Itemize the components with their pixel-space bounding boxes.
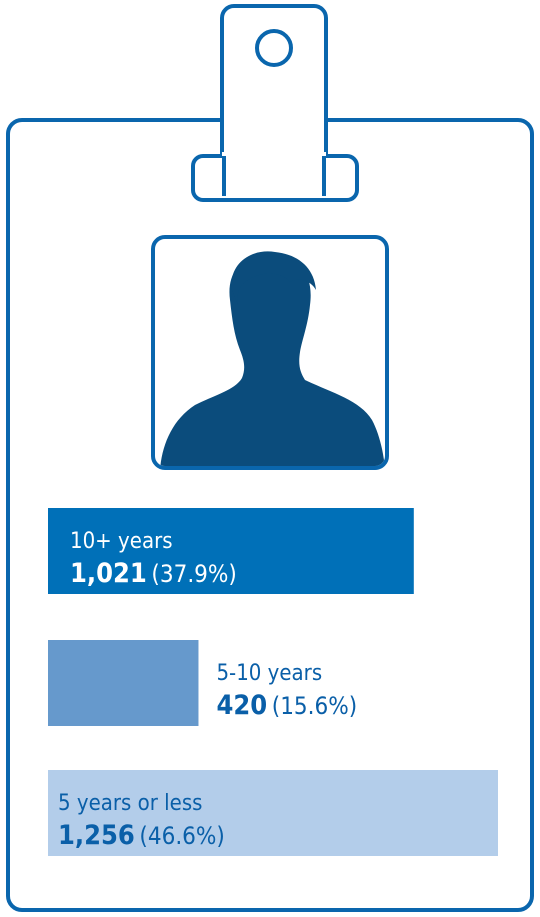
category-label: 5-10 years: [216, 661, 322, 686]
value-line: 420 (15.6%): [216, 690, 357, 721]
photo-frame: [151, 235, 389, 470]
percent-label: (15.6%): [272, 692, 357, 720]
value-label: 1,256: [58, 820, 135, 851]
value-line: 1,256 (46.6%): [58, 820, 225, 851]
category-label: 10+ years: [70, 529, 173, 554]
percent-label: (37.9%): [151, 560, 236, 588]
silhouette: [160, 251, 385, 466]
bar: [48, 508, 414, 594]
bar: [48, 640, 199, 726]
category-label: 5 years or less: [58, 791, 202, 816]
bar: [48, 770, 498, 856]
clip-join: [222, 152, 326, 158]
clip-bar: [191, 154, 359, 202]
value-label: 1,021: [70, 558, 147, 589]
value-line: 1,021 (37.9%): [70, 558, 237, 589]
clip-hole: [255, 29, 293, 67]
value-label: 420: [216, 690, 267, 721]
percent-label: (46.6%): [139, 822, 224, 850]
